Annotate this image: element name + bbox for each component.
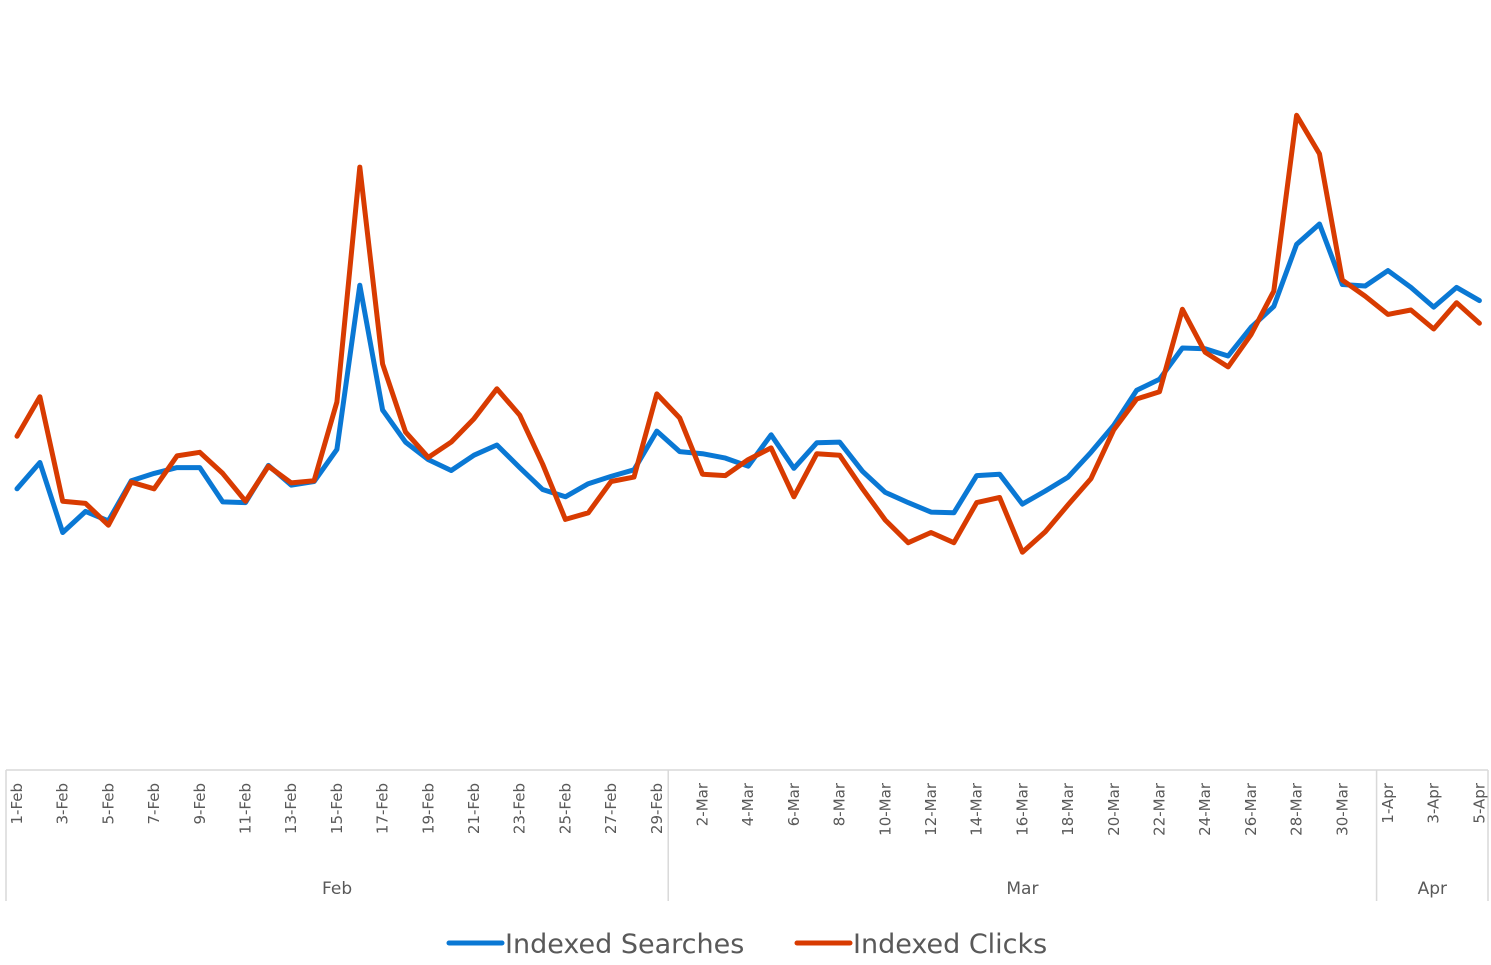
month-label: Feb	[322, 879, 352, 899]
month-label: Apr	[1418, 879, 1447, 899]
legend-item: Indexed Searches	[446, 929, 744, 960]
x-tick-label: 4-Mar	[739, 782, 757, 826]
x-tick-label: 26-Mar	[1242, 782, 1260, 836]
month-label: Mar	[1006, 879, 1038, 899]
x-tick-label: 9-Feb	[191, 783, 209, 825]
series-line-indexed-clicks	[14, 112, 1482, 555]
x-tick-label: 25-Feb	[556, 783, 574, 834]
x-tick-label: 3-Apr	[1425, 782, 1443, 823]
x-tick-label: 12-Mar	[922, 782, 940, 836]
x-tick-label: 21-Feb	[465, 783, 483, 834]
x-tick-label: 2-Mar	[694, 782, 712, 826]
x-tick-label: 29-Feb	[648, 783, 666, 834]
x-tick-label: 24-Mar	[1196, 782, 1214, 836]
x-tick-label: 5-Feb	[99, 783, 117, 825]
x-tick-label: 30-Mar	[1333, 782, 1351, 836]
x-axis: Feb Mar Apr 1-Feb 3-Feb 5-Feb 7-Feb 9-Feb 11-Feb…	[5, 769, 1489, 901]
x-tick-label: 22-Mar	[1151, 782, 1169, 836]
x-tick-label: 1-Feb	[8, 783, 26, 825]
x-tick-label: 13-Feb	[282, 783, 300, 834]
legend-label: Indexed Searches	[505, 929, 744, 960]
x-tick-label: 7-Feb	[145, 783, 163, 825]
x-tick-label: 28-Mar	[1288, 782, 1306, 836]
legend-label: Indexed Clicks	[853, 929, 1047, 960]
legend: Indexed Searches Indexed Clicks	[446, 929, 1047, 960]
x-tick-label: 17-Feb	[374, 783, 392, 834]
x-tick-label: 23-Feb	[511, 783, 529, 834]
x-tick-label: 16-Mar	[1013, 782, 1031, 836]
x-tick-label: 18-Mar	[1059, 782, 1077, 836]
legend-item: Indexed Clicks	[794, 929, 1047, 960]
x-tick-label: 10-Mar	[876, 782, 894, 836]
x-tick-label: 3-Feb	[54, 783, 72, 825]
x-tick-label: 14-Mar	[968, 782, 986, 836]
x-tick-label: 6-Mar	[785, 782, 803, 826]
x-tick-label: 20-Mar	[1105, 782, 1123, 836]
x-tick-label: 11-Feb	[237, 783, 255, 834]
x-tick-label: 15-Feb	[328, 783, 346, 834]
x-tick-label: 8-Mar	[831, 782, 849, 826]
plot-area	[14, 112, 1482, 555]
x-tick-label: 1-Apr	[1379, 782, 1397, 823]
x-tick-label: 27-Feb	[602, 783, 620, 834]
x-tick-label: 19-Feb	[419, 783, 437, 834]
x-tick-label: 5-Apr	[1470, 782, 1488, 823]
